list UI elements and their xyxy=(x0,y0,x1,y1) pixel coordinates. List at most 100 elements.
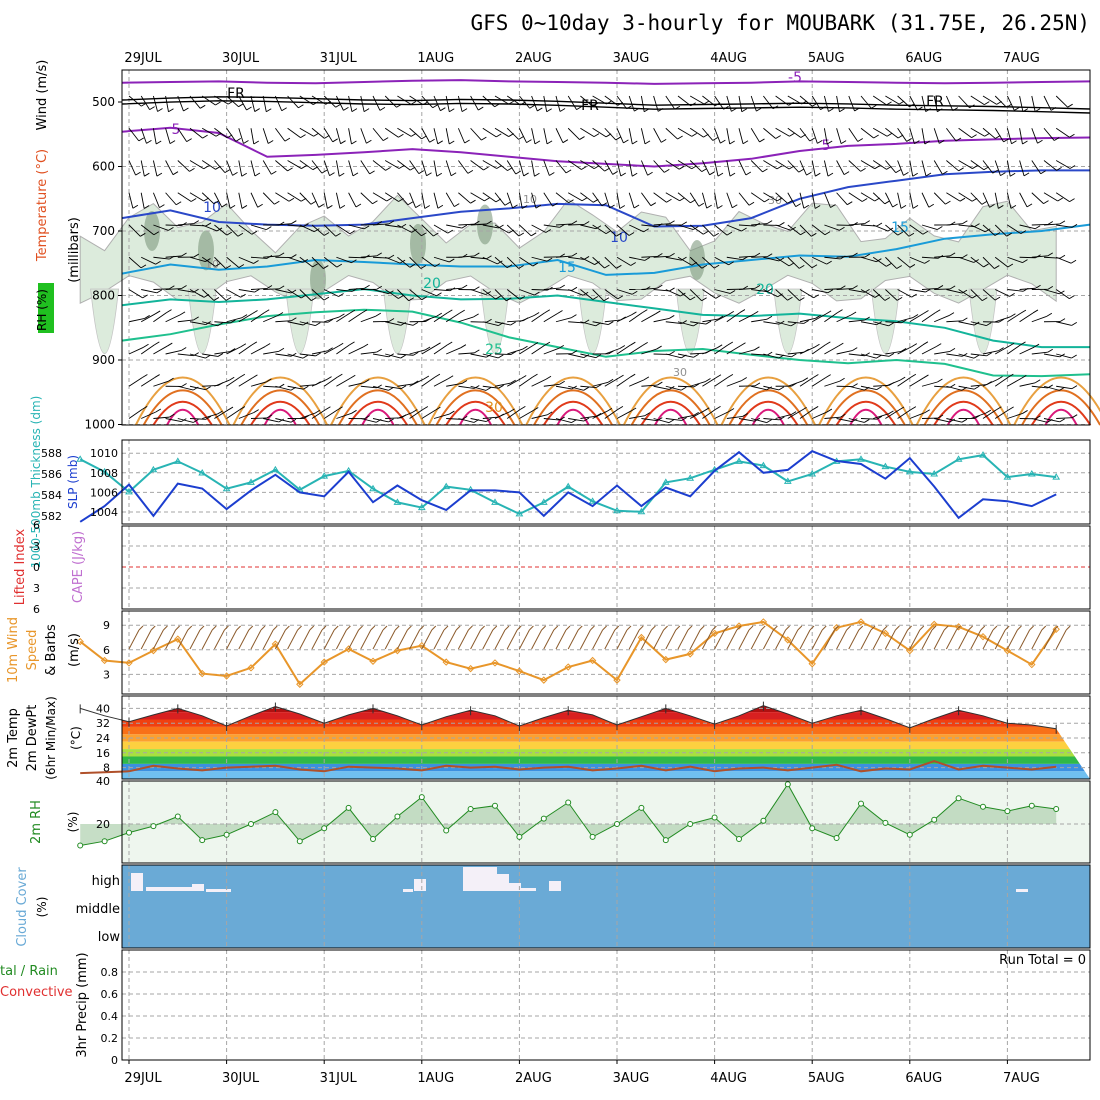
thickness-point xyxy=(442,482,451,490)
wind-barb xyxy=(754,284,761,289)
wind-barb xyxy=(1059,220,1066,225)
wind-barb xyxy=(221,203,227,208)
wind-barb xyxy=(275,192,290,202)
rh-point xyxy=(931,816,938,823)
wind-barb xyxy=(996,406,1002,411)
wind-barb xyxy=(616,344,631,355)
wind-barb xyxy=(1055,127,1070,138)
thickness-point xyxy=(1027,470,1036,477)
wind-barb-10m xyxy=(419,625,424,631)
wind-barb-10m xyxy=(431,625,437,631)
wind-barb-10m xyxy=(884,629,896,650)
wind-speed-point xyxy=(515,667,524,675)
isotherm-label: 5 xyxy=(822,138,831,154)
wind-barb xyxy=(946,223,963,226)
wind-barb xyxy=(885,289,898,301)
date-label-bottom: 7AUG xyxy=(1003,1071,1040,1086)
wind-barb xyxy=(775,353,792,358)
wind-barb xyxy=(299,321,316,327)
wind-barb xyxy=(824,231,831,236)
wind-barb xyxy=(1057,197,1063,202)
isotherm--5 xyxy=(121,79,1091,85)
wind-barb xyxy=(630,341,636,346)
wind-barb xyxy=(726,312,741,323)
wind-barb xyxy=(896,296,903,301)
wind-barb xyxy=(1010,313,1016,318)
wind-barb xyxy=(763,256,780,262)
wind-speed-point xyxy=(100,656,109,665)
wind-barb xyxy=(426,172,432,177)
wind-barb xyxy=(165,350,182,355)
wind-barb-10m xyxy=(945,629,957,650)
wind-barb xyxy=(995,316,1011,323)
wind-barb xyxy=(811,128,818,144)
wind-barb xyxy=(483,166,489,171)
wind-barb xyxy=(226,224,239,237)
wind-barb xyxy=(693,226,699,230)
date-label-top: 6AUG xyxy=(905,51,942,66)
wind-barb xyxy=(955,137,962,142)
date-label-top: 30JUL xyxy=(222,51,260,66)
wind-barb xyxy=(970,95,985,105)
wind-barb xyxy=(165,288,182,290)
wind-barb xyxy=(1056,417,1073,419)
wind-barb xyxy=(396,103,402,108)
wind-barb xyxy=(531,256,548,262)
wind-barb xyxy=(946,160,959,172)
wind-barb xyxy=(311,192,320,208)
wind-barb xyxy=(433,413,450,419)
wind-barb xyxy=(1071,385,1078,390)
wind-barb xyxy=(205,415,212,420)
wind-barb xyxy=(970,384,987,387)
wind-barb xyxy=(712,137,718,141)
wind-barb xyxy=(397,160,411,171)
wind-barb xyxy=(848,353,865,357)
wind-barb xyxy=(701,264,708,269)
wind-barb xyxy=(657,107,664,112)
wind-barb xyxy=(1059,290,1065,295)
wind-barb xyxy=(653,418,670,424)
wind-barb xyxy=(413,351,419,356)
y-tick-label: 900 xyxy=(92,353,115,367)
wind-barb xyxy=(924,409,930,414)
wind-barb xyxy=(604,264,610,269)
wind-barb xyxy=(580,127,595,138)
wind-barb xyxy=(494,127,509,137)
wind-barb xyxy=(775,321,792,327)
wind-barb-10m xyxy=(1004,625,1010,631)
wind-barb xyxy=(473,313,479,318)
wind-barb xyxy=(266,108,272,113)
wind-barb xyxy=(429,138,435,143)
wind-barb xyxy=(763,160,778,170)
wind-barb xyxy=(323,128,334,143)
wind-barb xyxy=(949,418,956,423)
wind-barb xyxy=(421,135,427,140)
thickness-point xyxy=(1052,473,1061,480)
isotherm-surface xyxy=(435,389,516,426)
wind-barb xyxy=(433,192,439,209)
wind-barb xyxy=(756,107,762,112)
wind-barb xyxy=(518,232,525,237)
wind-barb xyxy=(409,378,425,387)
wind-barb xyxy=(1056,256,1072,264)
wind-barb-10m xyxy=(1006,629,1018,650)
wind-barb xyxy=(177,192,192,202)
ylabel-convective: Convective xyxy=(0,985,73,1000)
wind-barb xyxy=(848,418,865,423)
wind-barb xyxy=(728,408,735,412)
wind-barb xyxy=(372,223,389,226)
wind-barb xyxy=(741,108,748,113)
wind-barb xyxy=(668,419,675,424)
wind-barb xyxy=(1031,351,1048,355)
wind-barb xyxy=(693,412,699,416)
wind-barb xyxy=(523,172,529,177)
wind-barb xyxy=(604,348,620,355)
wind-barb xyxy=(287,256,303,263)
wind-barb-10m xyxy=(592,629,604,650)
wind-barb xyxy=(458,352,475,355)
wind-barb xyxy=(140,344,155,355)
wind-barb xyxy=(937,285,944,289)
wind-barb xyxy=(690,321,707,325)
wind-barb xyxy=(959,197,966,202)
wind-barb xyxy=(464,139,470,144)
